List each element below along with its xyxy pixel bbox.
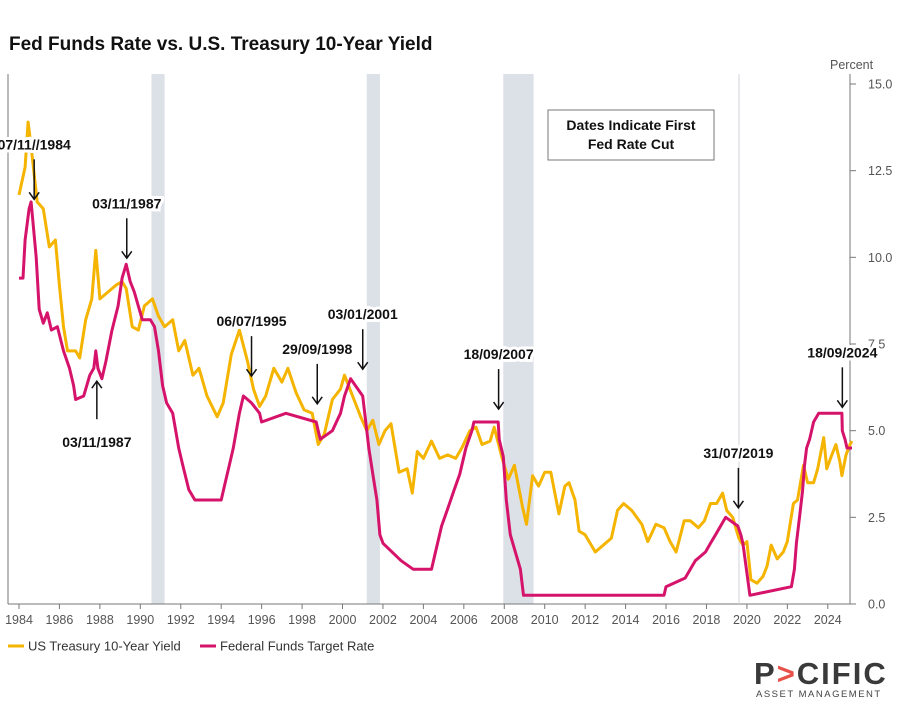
annotation-label: 03/11/1987 <box>62 434 132 450</box>
x-tick-label: 2022 <box>773 613 801 627</box>
x-tick-label: 2002 <box>369 613 397 627</box>
y-tick-label: 10.0 <box>868 251 892 265</box>
x-tick-label: 1996 <box>248 613 276 627</box>
y-tick-label: 2.5 <box>868 511 885 525</box>
chart-title: Fed Funds Rate vs. U.S. Treasury 10-Year… <box>9 34 432 55</box>
note-line-2: Fed Rate Cut <box>588 136 675 152</box>
y-tick-label: 5.0 <box>868 424 885 438</box>
recession-bands <box>151 74 534 604</box>
x-tick-label: 2018 <box>693 613 721 627</box>
x-tick-label: 2020 <box>733 613 761 627</box>
x-tick-label: 1986 <box>46 613 74 627</box>
annotation-arrow-head <box>121 250 133 260</box>
y-tick-label: 7.5 <box>868 338 885 352</box>
y-axis-unit-label: Percent <box>830 58 874 72</box>
annotation: 07/11//1984 <box>0 133 74 201</box>
annotation-label: 31/07/2019 <box>703 445 773 461</box>
y-tick-label: 15.0 <box>868 78 892 92</box>
logo-tagline: ASSET MANAGEMENT <box>756 689 882 700</box>
annotation-arrow-head <box>91 379 103 389</box>
y-tick-label: 0.0 <box>868 598 885 612</box>
x-tick-label: 1984 <box>5 613 33 627</box>
annotation: 29/09/1998 <box>279 338 355 406</box>
x-tick-label: 1998 <box>288 613 316 627</box>
annotation: 18/09/2007 <box>461 343 537 411</box>
note-box: Dates Indicate First Fed Rate Cut <box>547 109 715 161</box>
annotation: 06/07/1995 <box>213 310 290 378</box>
legend-label-treasury: US Treasury 10-Year Yield <box>28 639 181 654</box>
pacific-logo: P>CIFIC ASSET MANAGEMENT <box>754 656 888 700</box>
treasury-yield-line <box>17 120 854 585</box>
x-tick-label: 2012 <box>571 613 599 627</box>
rate-cut-annotations: 07/11//1984 03/11/1987 03/11/1987 06/07/199… <box>0 133 881 510</box>
annotation-arrow-head <box>732 500 745 510</box>
x-tick-label: 2000 <box>329 613 357 627</box>
series-lines <box>17 120 854 597</box>
annotation-arrow-head <box>311 396 323 406</box>
annotation: 03/11/1987 <box>89 192 165 260</box>
x-tick-label: 2004 <box>409 613 437 627</box>
x-tick-label: 2014 <box>612 613 640 627</box>
annotation-arrow-head <box>836 399 848 409</box>
annotation-label: 03/01/2001 <box>328 306 398 322</box>
annotation-arrow-head <box>245 368 258 378</box>
y-tick-label: 12.5 <box>868 164 892 178</box>
x-tick-label: 2016 <box>652 613 680 627</box>
y-ticks: 0.0 2.5 5.0 7.5 10.0 12.5 15.0 <box>850 78 892 612</box>
x-tick-label: 2006 <box>450 613 478 627</box>
annotation-label: 29/09/1998 <box>282 341 352 357</box>
annotation-label: 03/11/1987 <box>92 195 162 211</box>
annotation-label: 18/09/2007 <box>464 346 534 362</box>
annotation: 03/01/2001 <box>325 303 401 371</box>
x-tick-label: 2008 <box>490 613 518 627</box>
recession-band <box>366 74 380 604</box>
annotation-label: 07/11//1984 <box>0 136 71 152</box>
annotation-arrow-head <box>492 401 505 411</box>
fed-funds-line <box>19 200 852 597</box>
logo-wordmark: P>CIFIC <box>754 656 888 691</box>
annotation: 03/11/1987 <box>59 379 135 453</box>
x-tick-label: 1994 <box>207 613 235 627</box>
note-line-1: Dates Indicate First <box>566 117 695 133</box>
x-tick-label: 1992 <box>167 613 195 627</box>
x-tick-label: 2010 <box>531 613 559 627</box>
annotation-label: 06/07/1995 <box>216 313 286 329</box>
annotation: 31/07/2019 <box>700 442 777 510</box>
annotation: 18/09/2024 <box>804 341 881 409</box>
annotation-label: 18/09/2024 <box>807 344 877 360</box>
x-tick-label: 1990 <box>126 613 154 627</box>
legend-label-fed-funds: Federal Funds Target Rate <box>220 639 374 654</box>
annotation-arrow-head <box>28 191 40 201</box>
legend: US Treasury 10-Year Yield Federal Funds … <box>8 639 374 654</box>
x-tick-label: 1988 <box>86 613 114 627</box>
annotation-arrow-head <box>357 361 369 371</box>
x-ticks: 1984 1986 1988 1990 1992 1994 1996 1998 2000 2002… <box>5 604 842 627</box>
note-box-frame <box>547 109 715 161</box>
x-tick-label: 2024 <box>814 613 842 627</box>
